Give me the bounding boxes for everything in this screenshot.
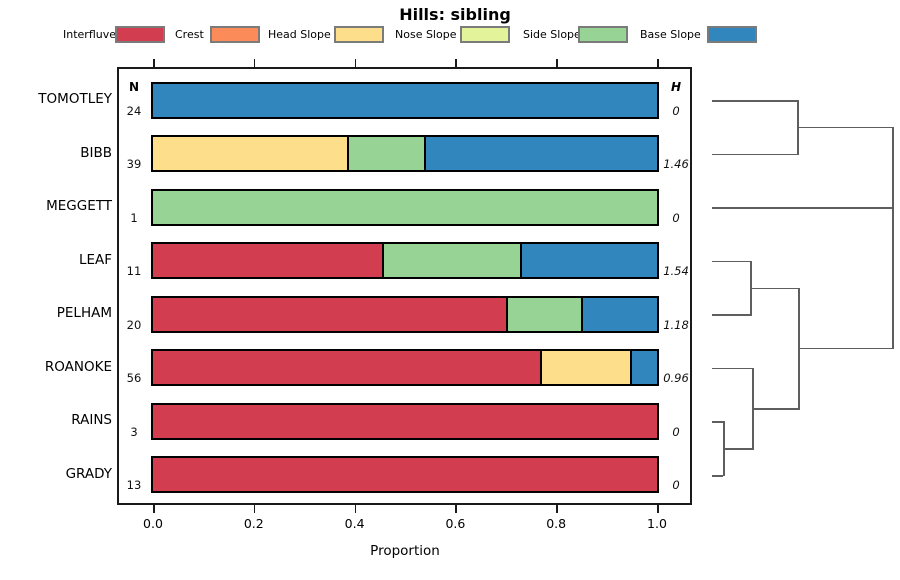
legend-swatch-crest: [210, 26, 260, 43]
legend-swatch-head-slope: [334, 26, 384, 43]
legend-swatch-side-slope: [578, 26, 628, 43]
row-label-rains: RAINS: [71, 412, 112, 429]
bar-segment-head-slope: [153, 137, 347, 171]
bar-rains: [151, 402, 659, 440]
bar-segment-side-slope: [153, 190, 657, 224]
x-axis-title: Proportion: [370, 543, 440, 559]
bar-segment-head-slope: [540, 351, 630, 385]
n-value-bibb: 39: [126, 157, 142, 172]
dendrogram-hline-1: [712, 153, 797, 156]
x-tick-top-0.0: [153, 59, 155, 67]
x-tick-bottom-0.8: [556, 505, 558, 513]
row-label-grady: GRADY: [65, 465, 112, 482]
dendrogram-vline-5: [892, 126, 894, 350]
x-tick-label-0.0: 0.0: [143, 516, 163, 531]
n-value-meggett: 1: [130, 210, 138, 225]
legend-label-head-slope: Head Slope: [268, 28, 331, 41]
dendrogram-hline-9: [750, 287, 798, 289]
bar-segment-base-slope: [630, 351, 657, 385]
x-tick-top-0.2: [253, 59, 256, 67]
bar-segment-interfluve: [153, 297, 506, 331]
dendrogram-hline-11: [712, 421, 723, 423]
row-label-bibb: BIBB: [80, 144, 112, 161]
x-tick-top-0.4: [354, 59, 357, 67]
bar-bibb: [151, 135, 659, 173]
x-tick-label-0.4: 0.4: [344, 516, 365, 531]
legend-swatch-interfluve: [115, 26, 165, 43]
h-value-leaf: 1.54: [663, 264, 689, 279]
h-value-meggett: 0: [672, 210, 680, 225]
h-value-grady: 0: [672, 478, 680, 493]
h-value-rains: 0: [672, 424, 680, 439]
bar-meggett: [151, 188, 659, 226]
x-tick-bottom-0.0: [153, 505, 155, 513]
chart-title: Hills: sibling: [399, 5, 511, 24]
dendrogram-hline-4: [712, 207, 892, 209]
x-tick-label-0.2: 0.2: [243, 516, 264, 531]
row-label-roanoke: ROANOKE: [44, 358, 112, 375]
h-value-roanoke: 0.96: [663, 371, 689, 386]
x-tick-bottom-0.4: [354, 505, 357, 513]
dendrogram-hline-0: [712, 100, 797, 102]
dendrogram-hline-18: [798, 347, 892, 350]
bar-tomotley: [151, 81, 659, 119]
legend-swatch-base-slope: [707, 26, 757, 43]
bar-segment-base-slope: [581, 297, 657, 331]
row-label-pelham: PELHAM: [56, 305, 112, 322]
bar-pelham: [151, 295, 659, 333]
x-tick-bottom-0.2: [253, 505, 256, 513]
n-value-leaf: 11: [126, 264, 142, 279]
x-tick-bottom-0.6: [455, 505, 457, 513]
x-tick-top-0.8: [556, 59, 558, 67]
n-value-grady: 13: [126, 478, 142, 493]
dendrogram-hline-7: [712, 314, 750, 316]
bar-grady: [151, 456, 659, 494]
h-value-tomotley: 0: [672, 103, 680, 118]
n-value-pelham: 20: [126, 317, 142, 332]
x-tick-label-1.0: 1.0: [647, 516, 667, 531]
dendrogram-hline-3: [797, 126, 892, 129]
legend-label-nose-slope: Nose Slope: [395, 28, 457, 41]
n-value-tomotley: 24: [126, 103, 142, 118]
chart-legend: Interfluve Crest Head Slope Nose Slope Side …: [0, 0, 900, 46]
legend-label-interfluve: Interfluve: [63, 28, 116, 41]
x-tick-top-0.6: [455, 59, 457, 67]
row-label-leaf: LEAF: [78, 251, 112, 268]
n-value-rains: 3: [130, 424, 138, 439]
bar-segment-interfluve: [153, 244, 383, 278]
legend-label-base-slope: Base Slope: [640, 28, 701, 41]
bar-roanoke: [151, 349, 659, 387]
row-label-tomotley: TOMOTLEY: [38, 91, 112, 107]
bar-segment-base-slope: [519, 244, 657, 278]
bar-segment-interfluve: [153, 404, 657, 438]
row-label-meggett: MEGGETT: [46, 198, 112, 215]
bar-segment-base-slope: [424, 137, 657, 171]
bar-segment-side-slope: [382, 244, 520, 278]
dendrogram-hline-10: [712, 367, 752, 370]
dendrogram-hline-16: [752, 408, 798, 410]
bar-leaf: [151, 242, 659, 280]
x-tick-top-1.0: [657, 59, 659, 67]
legend-swatch-nose-slope: [460, 26, 510, 43]
bar-segment-side-slope: [346, 137, 425, 171]
bar-segment-base-slope: [153, 83, 657, 117]
h-column-header: H: [670, 80, 682, 94]
dendrogram-hline-14: [723, 448, 752, 450]
n-column-header: N: [128, 80, 140, 94]
bar-segment-interfluve: [153, 351, 540, 385]
dendrogram-hline-12: [712, 475, 723, 477]
legend-label-side-slope: Side Slope: [523, 28, 581, 41]
bar-segment-interfluve: [153, 458, 657, 492]
h-value-pelham: 1.18: [663, 317, 689, 332]
bar-segment-side-slope: [505, 297, 582, 331]
n-value-roanoke: 56: [126, 371, 142, 386]
x-tick-label-0.8: 0.8: [546, 516, 567, 531]
x-tick-bottom-1.0: [657, 505, 659, 513]
legend-label-crest: Crest: [175, 28, 204, 41]
h-value-bibb: 1.46: [663, 157, 689, 172]
x-tick-label-0.6: 0.6: [445, 516, 466, 531]
dendrogram-hline-6: [712, 260, 750, 263]
